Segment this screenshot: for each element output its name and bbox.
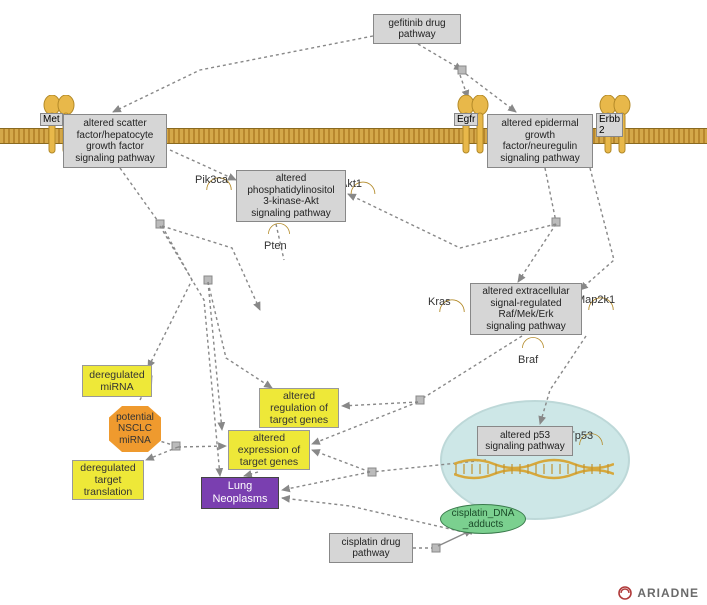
node-adducts: cisplatin_DNA _adducts [440,504,526,534]
node-lung: Lung Neoplasms [201,477,279,509]
node-gefitinib: gefitinib drug pathway [373,14,461,44]
node-nsclc: potential NSCLC miRNA [109,406,161,452]
node-dereg_trans: deregulated target translation [72,460,144,500]
node-pi3k: altered phosphatidylinositol 3-kinase-Ak… [236,170,346,222]
node-erk: altered extracellular signal-regulated R… [470,283,582,335]
node-scatter: altered scatter factor/hepatocyte growth… [63,114,167,168]
node-reg_target: altered regulation of target genes [259,388,339,428]
node-cisplatin: cisplatin drug pathway [329,533,413,563]
protein-label-pten: Pten [264,240,287,252]
protein-label-braf: Braf [518,354,538,366]
logo: ARIADNE [617,585,699,601]
receptor-label-erbb2: Erbb 2 [596,113,623,137]
receptor-label-egfr: Egfr [454,113,478,126]
receptor-label-met: Met [40,113,63,126]
node-p53: altered p53 signaling pathway [477,426,573,456]
node-expr_target: altered expression of target genes [228,430,310,470]
node-epidermal: altered epidermal growth factor/neuregul… [487,114,593,168]
dna-helix [454,456,614,487]
protein-label-pik3ca: Pik3ca [195,174,228,186]
receptor-egfr [456,95,490,159]
protein-label-kras: Kras [428,296,451,308]
node-dereg_mirna: deregulated miRNA [82,365,152,397]
logo-text: ARIADNE [637,586,699,600]
diagram-canvas: Met Egfr Erbb 2 Pik3ca Akt1 Pten Kras Ma… [0,0,707,605]
